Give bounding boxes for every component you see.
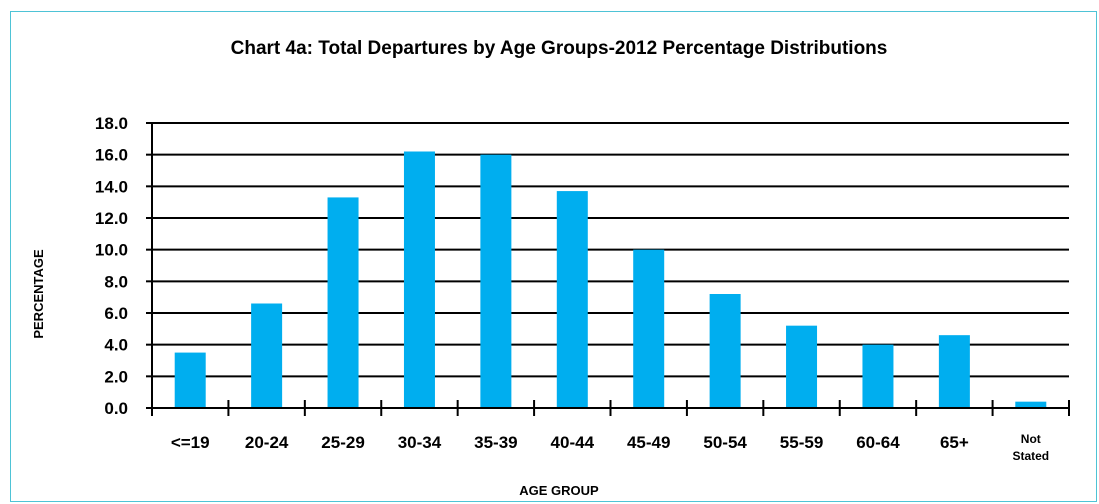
bar-60-64 <box>862 344 894 408</box>
y-tick-label: 8.0 <box>104 272 128 291</box>
x-tick-label: 55-59 <box>780 433 823 452</box>
x-tick-label: 25-29 <box>321 433 364 452</box>
bar-50-54 <box>709 294 741 408</box>
y-tick-label: 2.0 <box>104 367 128 386</box>
x-tick-label: 50-54 <box>703 433 747 452</box>
y-tick-label: 18.0 <box>95 114 128 133</box>
grid-lines <box>146 122 1069 409</box>
y-tick-labels: 0.0 2.0 4.0 6.0 8.0 10.0 12.0 14.0 16.0 18.0 <box>95 114 128 418</box>
y-tick-label: 10.0 <box>95 241 128 260</box>
x-tick-labels: <=19 20-24 25-29 30-34 35-39 40-44 45-49 50-54 5… <box>171 432 1049 463</box>
y-tick-label: 4.0 <box>104 336 128 355</box>
bar-55-59 <box>786 325 818 408</box>
x-tick-label: 30-34 <box>398 433 442 452</box>
bar-20-24 <box>251 303 283 408</box>
x-tick-label: Not Stated <box>1012 432 1049 463</box>
bars <box>174 151 1047 408</box>
bar-30-34 <box>403 151 435 408</box>
x-tick-label: 35-39 <box>474 433 517 452</box>
x-axis-label: AGE GROUP <box>519 483 599 498</box>
x-tick-label: 45-49 <box>627 433 670 452</box>
y-tick-label: 12.0 <box>95 209 128 228</box>
y-axis-label: PERCENTAGE <box>31 249 46 339</box>
x-tick-label: <=19 <box>171 433 210 452</box>
y-tick-label: 0.0 <box>104 399 128 418</box>
chart-frame <box>10 11 1097 502</box>
bar--19 <box>174 352 206 408</box>
y-tick-label: 14.0 <box>95 177 128 196</box>
y-tick-label: 6.0 <box>104 304 128 323</box>
bar-25-29 <box>327 197 359 408</box>
bar-35-39 <box>480 154 512 408</box>
x-tick-label: 60-64 <box>856 433 900 452</box>
axes <box>151 123 1070 416</box>
x-tick-label: 40-44 <box>551 433 595 452</box>
bar-45-49 <box>633 249 665 408</box>
bar-65- <box>938 335 970 408</box>
x-tick-label: 20-24 <box>245 433 289 452</box>
y-tick-label: 16.0 <box>95 146 128 165</box>
bar-40-44 <box>556 191 588 408</box>
chart-title: Chart 4a: Total Departures by Age Groups… <box>231 38 888 59</box>
bar-not-stated <box>1015 401 1047 408</box>
x-tick-label: 65+ <box>940 433 969 452</box>
